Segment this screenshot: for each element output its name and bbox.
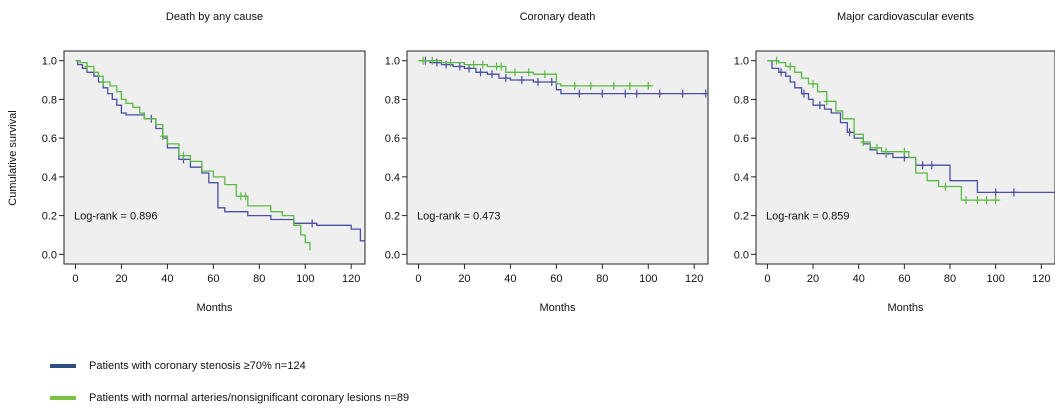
x-tick-label: 120	[1032, 273, 1050, 285]
log-rank-annotation: Log-rank = 0.859	[766, 211, 849, 223]
x-tick-label: 40	[853, 273, 865, 285]
x-tick-label: 40	[504, 273, 516, 285]
y-tick-label: 0.2	[385, 211, 400, 223]
legend-item-normal: Patients with normal arteries/nonsignifi…	[50, 392, 409, 404]
log-rank-annotation: Log-rank = 0.896	[74, 211, 157, 223]
y-tick-label: 0.4	[42, 172, 57, 184]
chart-title: Death by any cause	[166, 11, 263, 23]
x-tick-label: 0	[72, 273, 78, 285]
y-axis-label: Cumulative survival	[7, 110, 19, 205]
y-tick-label: 0.4	[385, 172, 400, 184]
x-tick-label: 80	[253, 273, 265, 285]
y-tick-label: 0.2	[734, 211, 749, 223]
x-tick-label: 80	[596, 273, 608, 285]
x-tick-label: 60	[550, 273, 562, 285]
y-tick-label: 0.6	[385, 133, 400, 145]
series-group	[767, 56, 1055, 205]
y-tick-label: 0.0	[734, 249, 749, 261]
x-axis-label: Months	[196, 302, 233, 314]
x-tick-label: 0	[764, 273, 770, 285]
chart-title: Major cardiovascular events	[837, 11, 974, 23]
chart-panel-major-cardiovascular-events: Major cardiovascular events 0.0 0.2 0.4 0.6 0…	[734, 11, 1055, 314]
chart-panels: Death by any cause 0.0 0.2 0.4 0.6 0.8 1.0 0 20 4…	[42, 11, 1055, 314]
x-axis-label: Months	[887, 302, 924, 314]
x-tick-label: 120	[685, 273, 703, 285]
y-tick-label: 0.8	[734, 94, 749, 106]
legend-swatch-stenosis	[50, 364, 76, 368]
y-tick-label: 0.6	[42, 133, 57, 145]
y-tick-label: 0.4	[734, 172, 749, 184]
series-line-normal	[767, 60, 1001, 201]
y-tick-label: 0.2	[42, 211, 57, 223]
x-tick-label: 100	[296, 273, 314, 285]
series-group	[418, 56, 708, 98]
legend-label-stenosis: Patients with coronary stenosis ≥70% n=1…	[89, 360, 306, 372]
series-line-stenosis	[767, 60, 1055, 194]
x-tick-label: 120	[342, 273, 360, 285]
chart-panel-coronary-death: Coronary death 0.0 0.2 0.4 0.6 0.8 1.0 0 20 40 60 8…	[385, 11, 709, 314]
x-tick-label: 80	[944, 273, 956, 285]
y-tick-label: 0.8	[42, 94, 57, 106]
x-tick-label: 20	[807, 273, 819, 285]
y-tick-label: 0.0	[385, 249, 400, 261]
y-tick-label: 1.0	[734, 56, 749, 68]
y-tick-label: 0.6	[734, 133, 749, 145]
x-tick-label: 60	[207, 273, 219, 285]
log-rank-annotation: Log-rank = 0.473	[417, 211, 500, 223]
y-tick-label: 0.0	[42, 249, 57, 261]
x-tick-label: 60	[898, 273, 910, 285]
x-tick-label: 20	[115, 273, 127, 285]
x-tick-label: 20	[458, 273, 470, 285]
plot-area	[406, 50, 709, 265]
legend-label-normal: Patients with normal arteries/nonsignifi…	[89, 392, 410, 404]
series-group	[75, 60, 365, 251]
legend-swatch-normal	[50, 396, 76, 400]
x-tick-label: 100	[986, 273, 1004, 285]
chart-title: Coronary death	[520, 11, 596, 23]
y-tick-label: 1.0	[42, 56, 57, 68]
x-axis-label: Months	[539, 302, 576, 314]
x-tick-label: 0	[415, 273, 421, 285]
chart-panel-death-by-any-cause: Death by any cause 0.0 0.2 0.4 0.6 0.8 1.0 0 20 4…	[42, 11, 366, 314]
x-tick-label: 40	[161, 273, 173, 285]
x-tick-label: 100	[639, 273, 657, 285]
y-tick-label: 1.0	[385, 56, 400, 68]
plot-area	[63, 50, 366, 265]
y-tick-label: 0.8	[385, 94, 400, 106]
legend-item-stenosis: Patients with coronary stenosis ≥70% n=1…	[50, 360, 306, 372]
